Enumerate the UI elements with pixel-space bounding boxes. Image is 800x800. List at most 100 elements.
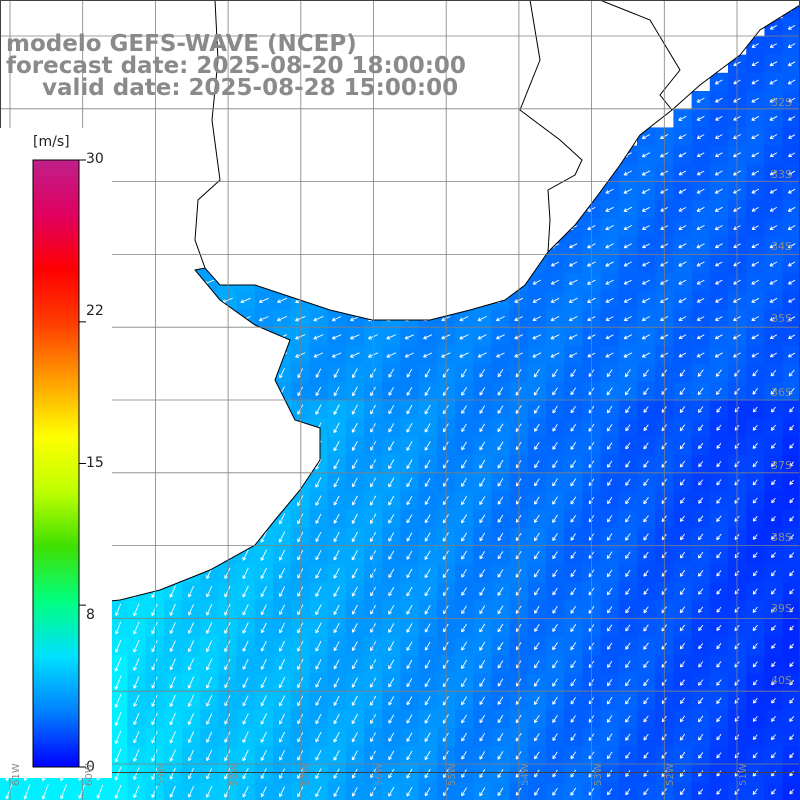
- wind-arrow: [224, 640, 231, 652]
- wind-arrow: [678, 243, 687, 249]
- wind-arrow: [751, 279, 760, 285]
- wind-arrow: [406, 368, 413, 378]
- wind-arrow: [279, 768, 286, 779]
- wind-arrow: [696, 352, 705, 358]
- wind-arrow: [679, 424, 686, 432]
- wind-arrow: [769, 225, 778, 230]
- wind-arrow: [278, 676, 286, 689]
- wind-arrow: [752, 624, 758, 632]
- wind-arrow: [424, 423, 431, 433]
- wind-arrow: [169, 712, 176, 726]
- wind-arrow: [769, 25, 778, 30]
- wind-arrow: [625, 588, 631, 596]
- wind-arrow: [696, 97, 705, 103]
- wind-arrow: [297, 586, 304, 597]
- wind-arrow: [678, 352, 687, 358]
- wind-arrow: [769, 61, 778, 67]
- lon-label-58w: 58W: [229, 763, 240, 786]
- wind-arrow: [533, 387, 540, 396]
- wind-arrow: [169, 603, 176, 616]
- wind-arrow: [424, 750, 431, 761]
- wind-arrow: [424, 532, 431, 542]
- wind-arrow: [643, 496, 649, 505]
- wind-arrow: [716, 770, 722, 777]
- wind-arrow: [696, 170, 705, 176]
- wind-arrow: [714, 334, 723, 340]
- wind-arrow: [333, 604, 340, 615]
- lon-label-60w: 60W: [84, 763, 95, 786]
- wind-arrow: [206, 767, 213, 780]
- wind-arrow: [625, 733, 631, 741]
- wind-arrow: [788, 279, 796, 285]
- wind-arrow: [751, 43, 759, 48]
- wind-arrow: [698, 442, 704, 450]
- wind-arrow: [388, 732, 395, 742]
- wind-arrow: [388, 786, 395, 797]
- wind-arrow: [151, 621, 158, 635]
- wind-arrow: [333, 713, 340, 725]
- wind-arrow: [643, 551, 649, 559]
- wind-arrow: [752, 369, 759, 377]
- wind-arrow: [224, 785, 231, 798]
- wind-arrow: [570, 514, 577, 523]
- wind-arrow: [716, 788, 722, 795]
- wind-arrow: [678, 334, 687, 340]
- wind-arrow: [751, 134, 760, 139]
- wind-arrow: [714, 79, 723, 85]
- wind-arrow: [789, 534, 795, 540]
- wind-arrow: [477, 315, 487, 322]
- wind-arrow: [552, 624, 558, 632]
- wind-arrow: [769, 261, 778, 267]
- wind-arrow: [625, 606, 631, 614]
- wind-arrow: [643, 442, 649, 450]
- wind-arrow: [260, 713, 268, 725]
- wind-arrow: [477, 352, 487, 358]
- wind-arrow: [260, 604, 267, 616]
- wind-arrow: [279, 604, 286, 615]
- wind-arrow: [771, 534, 776, 540]
- wind-arrow: [424, 404, 431, 415]
- wind-arrow: [606, 569, 613, 578]
- wind-arrow: [497, 551, 504, 560]
- wind-arrow: [550, 315, 560, 322]
- wind-arrow: [788, 316, 796, 321]
- wind-arrow: [333, 477, 340, 488]
- wind-arrow: [114, 603, 122, 616]
- wind-arrow: [698, 606, 704, 613]
- wind-arrow: [497, 514, 504, 523]
- wind-arrow: [679, 715, 686, 723]
- wind-arrow: [751, 352, 759, 358]
- wind-arrow: [406, 641, 413, 651]
- wind-arrow: [224, 713, 231, 725]
- wind-arrow: [151, 694, 158, 707]
- wind-arrow: [716, 643, 722, 650]
- wind-arrow: [752, 770, 758, 777]
- wind-arrow: [623, 261, 632, 267]
- wind-arrow: [388, 423, 395, 433]
- wind-arrow: [788, 298, 796, 303]
- wind-arrow: [406, 568, 413, 579]
- wind-arrow: [205, 658, 213, 671]
- wind-arrow: [406, 441, 413, 451]
- wind-arrow: [552, 605, 558, 614]
- wind-arrow: [23, 784, 31, 800]
- wind-arrow: [679, 406, 686, 414]
- wind-arrow: [333, 513, 340, 524]
- wind-arrow: [278, 531, 286, 543]
- wind-arrow: [788, 116, 796, 121]
- wind-arrow: [388, 368, 395, 378]
- wind-arrow: [696, 334, 705, 340]
- wind-arrow: [406, 459, 413, 469]
- wind-arrow: [696, 298, 705, 303]
- wind-arrow: [789, 516, 795, 522]
- wind-arrow: [625, 496, 631, 505]
- wind-arrow: [497, 623, 504, 633]
- wind-arrow: [570, 442, 577, 450]
- wind-arrow: [606, 606, 613, 614]
- wind-arrow: [643, 533, 649, 541]
- wind-arrow: [769, 207, 778, 212]
- wind-arrow: [224, 567, 231, 579]
- wind-arrow: [151, 767, 158, 780]
- wind-arrow: [169, 694, 176, 707]
- wind-arrow: [313, 334, 324, 340]
